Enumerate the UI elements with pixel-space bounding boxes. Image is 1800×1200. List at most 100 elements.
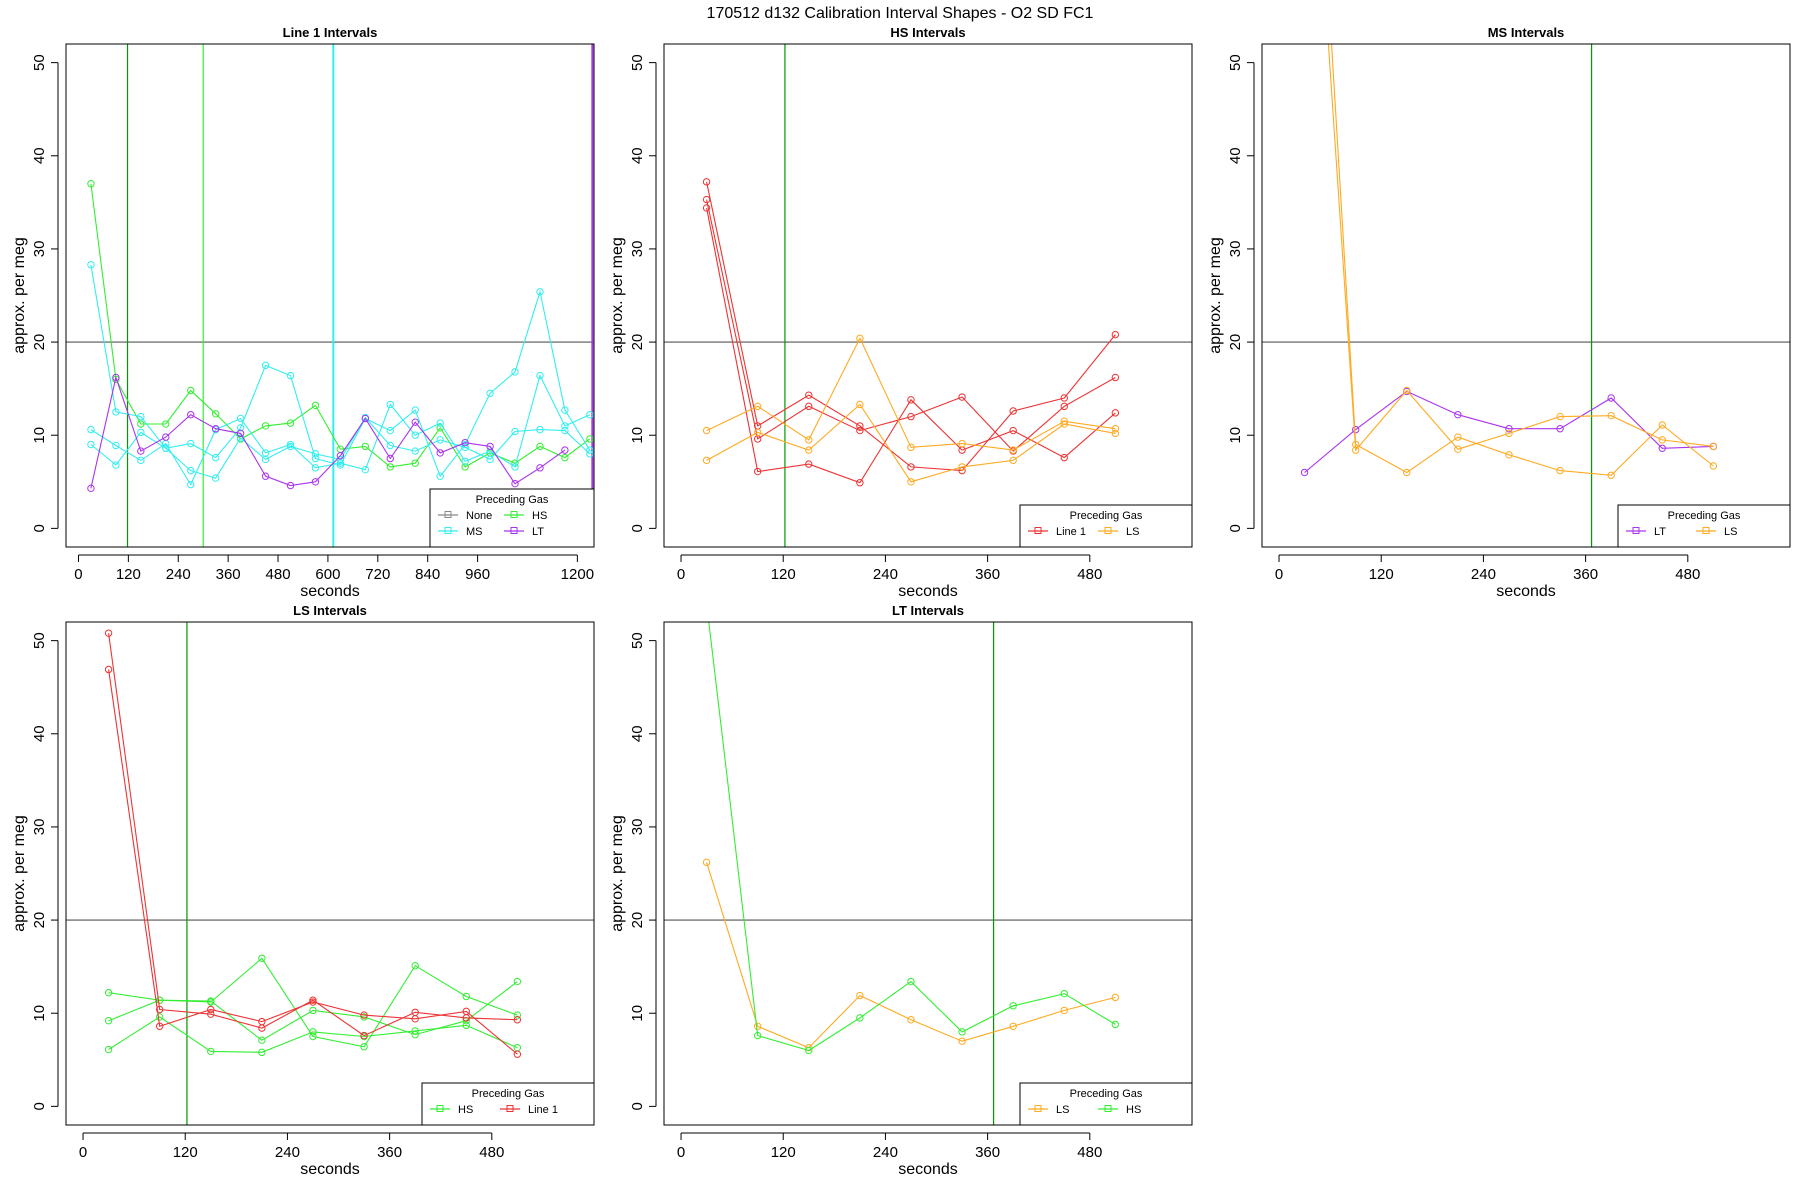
data-point [286, 481, 295, 490]
legend: Preceding Gas Line 1 LS [1019, 504, 1193, 548]
data-point [702, 456, 711, 465]
data-point [1111, 429, 1120, 438]
data-point [137, 428, 145, 437]
data-point [1111, 993, 1120, 1002]
legend-label: MS [466, 526, 483, 538]
data-point [561, 453, 569, 462]
data-point [513, 977, 522, 986]
legend-label: HS [1126, 1104, 1141, 1116]
data-point [360, 1011, 368, 1019]
data-point [104, 1045, 113, 1054]
x-tick-label: 0 [677, 1144, 685, 1161]
data-point [236, 424, 245, 432]
legend-marker [510, 527, 518, 534]
data-point [187, 480, 195, 489]
data-point [1505, 425, 1513, 433]
data-point [112, 441, 120, 450]
data-point [187, 439, 195, 448]
y-axis-label: approx. per meg [609, 237, 626, 354]
data-point [702, 858, 711, 867]
data-point [1556, 412, 1564, 421]
plot-area [66, 622, 594, 1125]
data-point [137, 420, 145, 428]
y-tick-label: 20 [1227, 334, 1244, 351]
legend-box [1019, 1082, 1193, 1126]
y-axis-label: approx. per meg [11, 237, 28, 354]
data-point [586, 435, 594, 443]
data-point [1111, 425, 1120, 433]
data-point [536, 442, 544, 451]
data-point [1607, 471, 1615, 479]
chart-panel: LS Intervals 0 120 240 360 480 seconds 0 10 20 30 4… [11, 603, 595, 1178]
data-point [261, 361, 270, 370]
legend-marker [1104, 527, 1112, 534]
data-point [1658, 421, 1666, 429]
data-point [1454, 433, 1462, 441]
data-point [958, 463, 966, 471]
legend-label: None [466, 510, 492, 522]
data-point [361, 414, 370, 423]
data-point [1709, 462, 1718, 470]
data-point [907, 443, 915, 452]
data-point [207, 1047, 215, 1056]
x-tick-label: 720 [365, 566, 390, 583]
y-tick-label: 0 [31, 1102, 48, 1110]
chart-panel: LT Intervals 0 120 240 360 480 seconds 0 10 20 30 4… [609, 603, 1193, 1178]
data-point [511, 463, 519, 471]
data-point [211, 474, 220, 482]
data-point [261, 422, 270, 430]
plot-frame [663, 43, 1193, 548]
data-point [1009, 407, 1017, 415]
data-point [805, 446, 813, 454]
x-axis-label: seconds [898, 583, 958, 600]
data-point [309, 996, 317, 1004]
data-point [1300, 468, 1309, 477]
data-point [211, 425, 220, 433]
x-tick-label: 120 [771, 566, 796, 583]
data-point [155, 1013, 164, 1021]
data-point [286, 419, 295, 427]
y-tick-label: 0 [1227, 524, 1244, 532]
chart-title: LT Intervals [892, 603, 964, 618]
data-point [386, 463, 394, 471]
legend-label: Line 1 [528, 1104, 558, 1116]
data-point [236, 429, 245, 438]
plot-frame [1261, 43, 1791, 548]
x-tick-label: 240 [873, 1144, 898, 1161]
data-point [513, 1016, 522, 1024]
data-point [1060, 989, 1068, 998]
data-point [104, 665, 113, 674]
legend-marker [444, 527, 452, 534]
data-point [1505, 429, 1513, 438]
series-line [108, 1016, 518, 1053]
series-line [708, 622, 1116, 1052]
data-point [1060, 402, 1068, 411]
x-tick-label: 600 [315, 566, 340, 583]
y-axis-label: approx. per meg [11, 815, 28, 932]
data-point [1607, 411, 1615, 420]
data-point [360, 1013, 368, 1021]
data-point [1060, 1006, 1068, 1015]
legend-label: LS [1056, 1104, 1069, 1116]
data-point [462, 992, 470, 1001]
data-point [360, 1031, 368, 1040]
data-point [805, 391, 813, 399]
x-tick-label: 120 [1369, 566, 1394, 583]
legend-label: HS [532, 510, 547, 522]
data-point [411, 459, 419, 467]
data-point [187, 386, 195, 395]
series-line [706, 862, 1116, 1049]
legend-label: LT [532, 526, 544, 538]
data-point [856, 479, 864, 487]
y-tick-label: 30 [31, 819, 48, 836]
chart-title: HS Intervals [890, 25, 965, 40]
x-tick-label: 360 [216, 566, 241, 583]
data-point [958, 393, 966, 401]
data-point [561, 422, 569, 430]
data-point [511, 479, 519, 488]
legend: Preceding Gas None HS MS LT [429, 488, 595, 548]
data-point [513, 1050, 522, 1058]
data-point [856, 426, 864, 435]
data-point [805, 460, 813, 468]
